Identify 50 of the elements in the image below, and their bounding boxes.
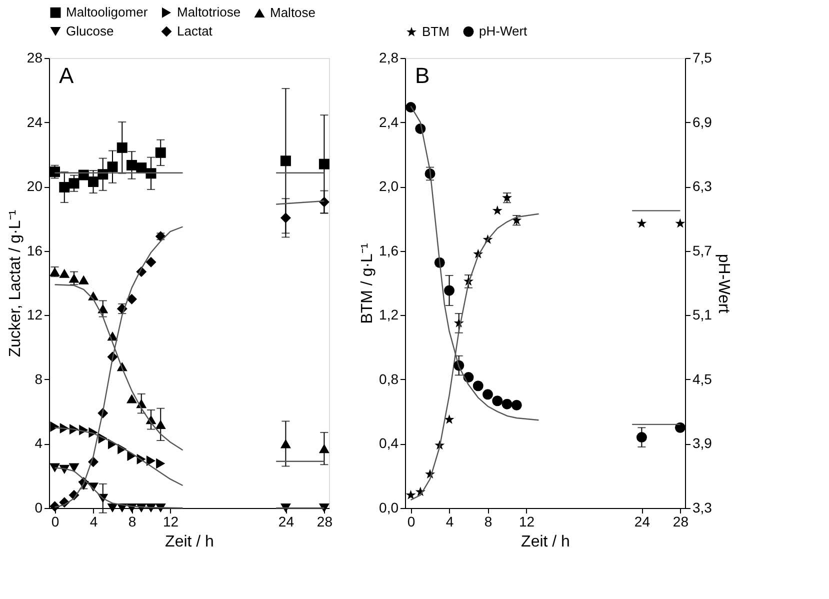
- y-tick-label: 1,2: [379, 306, 399, 323]
- y2-tick-label: 3,3: [692, 500, 712, 516]
- y-tick-label: 0,4: [379, 435, 399, 452]
- y-tick-label: 0,8: [379, 370, 399, 387]
- x-tick-label: 24: [634, 514, 650, 530]
- legend-label: Maltose: [270, 4, 316, 20]
- legend-label: Glucose: [66, 24, 114, 38]
- x-tick-label: 12: [518, 514, 535, 530]
- legend-label: Maltotriose: [177, 4, 241, 20]
- y-tick-label: 24: [26, 114, 43, 130]
- y2-tick-label: 4,5: [692, 370, 712, 387]
- annotation: A: [59, 63, 74, 88]
- legend-label: BTM: [422, 24, 450, 40]
- legend-label: Maltooligomer: [66, 4, 148, 20]
- y-axis-title: Zucker, Lactat / g·L⁻¹: [6, 210, 24, 358]
- y2-tick-label: 6,9: [692, 114, 712, 130]
- y-tick-label: 8: [34, 370, 43, 387]
- y2-axis-title: pH-Wert: [714, 254, 732, 314]
- y-tick-label: 2,8: [379, 50, 399, 66]
- x-tick-label: 4: [446, 514, 454, 530]
- y-tick-label: 20: [26, 178, 43, 194]
- legend-label: Lactat: [177, 24, 213, 38]
- y-tick-label: 28: [26, 50, 43, 66]
- x-tick-label: 4: [90, 514, 98, 530]
- x-tick-label: 0: [51, 514, 60, 530]
- x-tick-label: 8: [128, 514, 136, 530]
- x-tick-label: 28: [316, 514, 333, 530]
- x-tick-label: 28: [672, 514, 689, 530]
- x-axis-title: Zeit / h: [521, 534, 570, 550]
- y-tick-label: 0,0: [379, 500, 399, 516]
- legend-label: pH-Wert: [479, 24, 528, 39]
- y-tick-label: 1,6: [379, 242, 399, 258]
- y-tick-label: 2,4: [379, 114, 399, 130]
- y2-tick-label: 6,3: [692, 178, 712, 194]
- y-axis-title: BTM / g·L⁻¹: [359, 243, 376, 324]
- y2-tick-label: 5,7: [692, 242, 712, 258]
- y-tick-label: 12: [26, 306, 43, 323]
- x-tick-label: 12: [162, 514, 179, 530]
- y2-tick-label: 3,9: [692, 435, 712, 452]
- y2-tick-label: 5,1: [692, 306, 712, 323]
- x-tick-label: 8: [484, 514, 492, 530]
- y-tick-label: 0: [34, 500, 43, 516]
- x-tick-label: 24: [278, 514, 294, 530]
- y-tick-label: 4: [34, 435, 43, 452]
- y-tick-label: 2,0: [379, 178, 399, 194]
- y2-tick-label: 7,5: [692, 50, 712, 66]
- annotation: B: [415, 63, 430, 88]
- y-tick-label: 16: [26, 242, 43, 258]
- x-tick-label: 0: [407, 514, 416, 530]
- x-axis-title: Zeit / h: [165, 534, 214, 550]
